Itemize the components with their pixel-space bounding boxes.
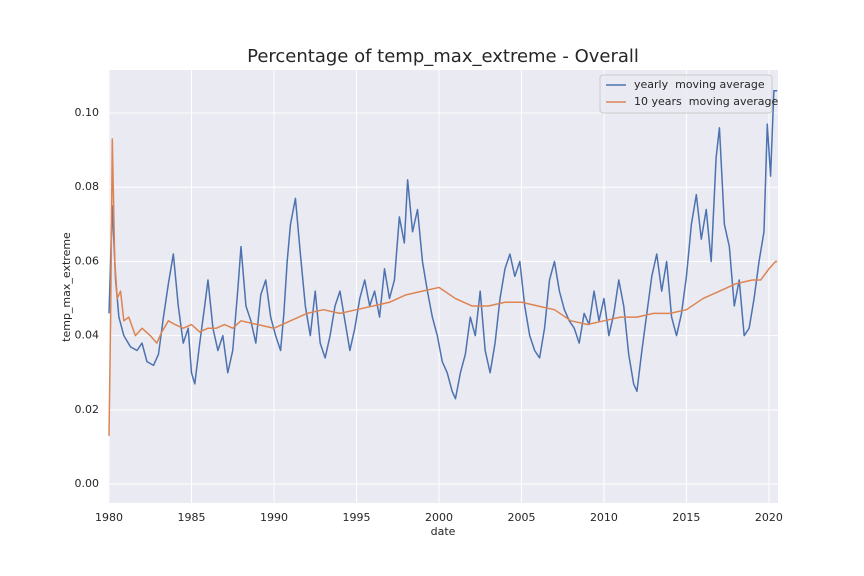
chart-title: Percentage of temp_max_extreme - Overall xyxy=(247,46,639,67)
y-tick-label: 0.04 xyxy=(75,329,100,342)
y-tick-label: 0.02 xyxy=(75,403,100,416)
series-line xyxy=(108,90,778,400)
y-tick-label: 0.10 xyxy=(75,106,100,119)
x-tick-label: 2000 xyxy=(425,511,453,524)
x-tick-label: 1985 xyxy=(177,511,205,524)
legend: yearly moving average 10 years moving ave… xyxy=(599,74,778,114)
x-tick-label: 1995 xyxy=(342,511,370,524)
series-line xyxy=(108,138,778,436)
x-tick-label: 2020 xyxy=(755,511,783,524)
legend-label: 10 years moving average xyxy=(634,95,778,108)
x-tick-label: 1990 xyxy=(260,511,288,524)
x-tick-label: 2010 xyxy=(590,511,618,524)
plot-bg xyxy=(109,70,778,503)
x-tick-label: 2015 xyxy=(672,511,700,524)
y-tick-label: 0.08 xyxy=(75,180,100,193)
x-tick-label: 2005 xyxy=(507,511,535,524)
legend-box xyxy=(599,74,773,114)
x-axis-label: date xyxy=(431,525,456,538)
x-tick-label: 1980 xyxy=(95,511,123,524)
y-tick-label: 0.06 xyxy=(75,254,100,267)
y-axis-label: temp_max_extreme xyxy=(60,232,73,342)
legend-label: yearly moving average xyxy=(634,78,765,91)
y-tick-label: 0.00 xyxy=(75,477,100,490)
lines xyxy=(108,90,778,436)
